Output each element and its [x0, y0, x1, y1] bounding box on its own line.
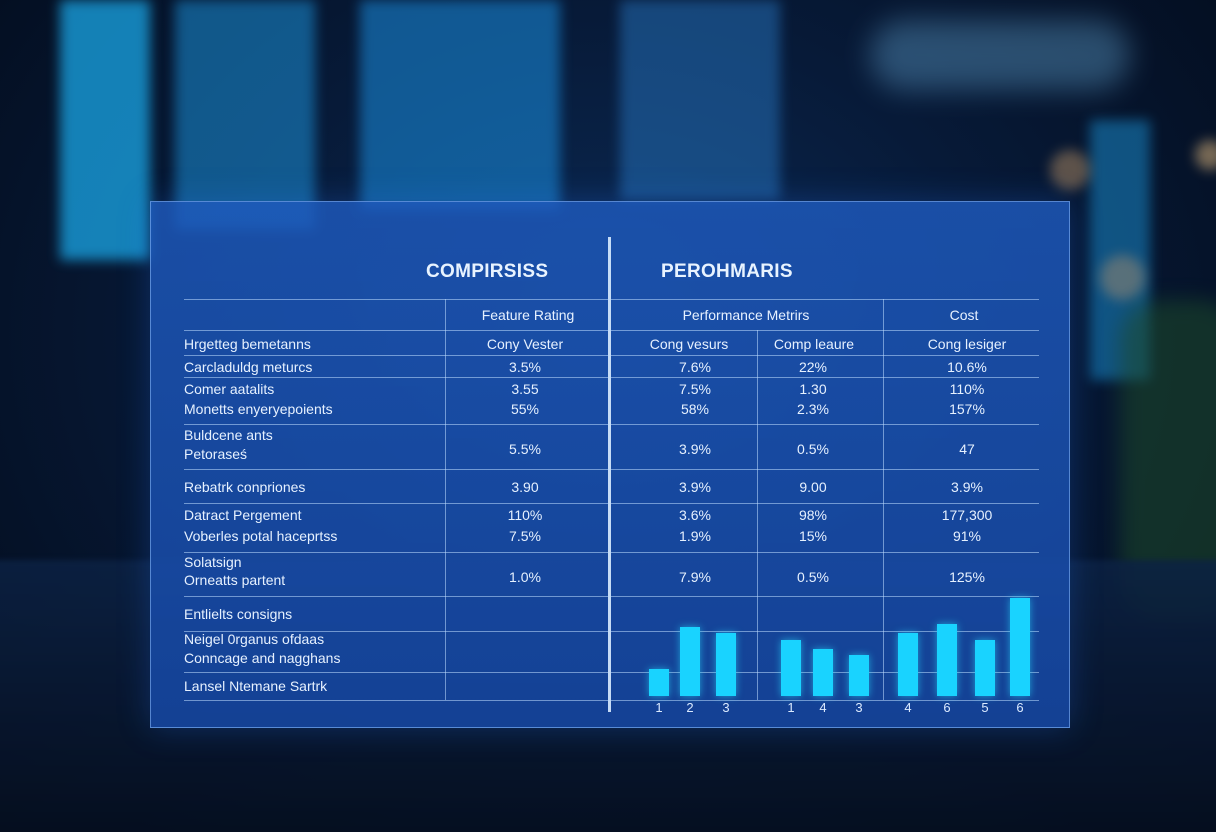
grid-line — [184, 552, 1039, 553]
table-cell: 3.90 — [511, 479, 539, 495]
header-feature-rating: Feature Rating — [481, 307, 575, 323]
row-label: Rebatrk conpriones — [184, 479, 306, 495]
chart-bar — [975, 640, 995, 696]
subheader-col1: Cony Vester — [486, 336, 564, 352]
chart-bar — [813, 649, 833, 696]
table-cell: 3.9% — [679, 479, 711, 495]
table-cell: 55% — [510, 401, 540, 417]
table-cell: 0.5% — [797, 441, 829, 457]
chart-tick-label: 2 — [686, 700, 694, 715]
subheader-col2: Cong vesurs — [649, 336, 729, 352]
table-cell: 0.5% — [797, 569, 829, 585]
header-cost: Cost — [949, 307, 979, 323]
table-cell: 47 — [959, 441, 975, 457]
grid-line — [184, 631, 1039, 632]
grid-line — [184, 377, 1039, 378]
grid-line — [184, 469, 1039, 470]
row-label: Solatsign — [184, 554, 242, 570]
chart-tick-label: 3 — [722, 700, 730, 715]
table-cell: 7.6% — [679, 359, 711, 375]
grid-col-line — [445, 299, 446, 700]
table-cell: 5.5% — [509, 441, 541, 457]
center-divider — [608, 237, 611, 712]
table-cell: 9.00 — [799, 479, 827, 495]
bottom-label: Entlielts consigns — [184, 606, 293, 622]
table-cell: 7.5% — [509, 528, 541, 544]
subheader-col3: Comp leaure — [773, 336, 855, 352]
chart-bar — [849, 655, 869, 696]
table-cell: 157% — [949, 401, 985, 417]
grid-line — [184, 330, 1039, 331]
chart-tick-label: 5 — [981, 700, 989, 715]
chart-bar — [898, 633, 918, 696]
table-cell: 1.9% — [679, 528, 711, 544]
header-performance-metrics: Performance Metrirs — [682, 307, 810, 323]
table-cell: 3.5% — [509, 359, 541, 375]
bottom-label: Conncage and nagghans — [184, 650, 341, 666]
table-cell: 3.6% — [679, 507, 711, 523]
table-cell: 125% — [949, 569, 985, 585]
row-label: Orneatts partent — [184, 572, 286, 588]
chart-bar — [680, 627, 700, 696]
row-label: Comer aatalits — [184, 381, 275, 397]
row-label: Monetts enyeryepoients — [184, 401, 333, 417]
chart-bar — [1010, 598, 1030, 696]
grid-line — [184, 700, 1039, 701]
chart-bar — [937, 624, 957, 696]
table-cell: 3.9% — [951, 479, 983, 495]
table-cell: 3.55 — [511, 381, 539, 397]
table-cell: 10.6% — [947, 359, 987, 375]
table-cell: 2.3% — [797, 401, 829, 417]
row-label: Datract Pergement — [184, 507, 302, 523]
comparison-panel: COMPIRSISS PEROHMARIS Feature Rating Per… — [150, 201, 1070, 728]
table-cell: 110% — [949, 381, 985, 397]
chart-tick-label: 3 — [855, 700, 863, 715]
chart-tick-label: 6 — [1016, 700, 1024, 715]
grid-line — [184, 355, 1039, 356]
table-cell: 7.5% — [679, 381, 711, 397]
table-cell: 110% — [507, 507, 543, 523]
bottom-label: Lansel Ntemane Sartrk — [184, 678, 328, 694]
grid-line — [184, 672, 1039, 673]
grid-line — [184, 503, 1039, 504]
subheader-col4: Cong lesiger — [927, 336, 1007, 352]
chart-tick-label: 4 — [819, 700, 827, 715]
grid-col-line — [883, 299, 884, 700]
subheader-label: Hrgetteg bemetanns — [184, 336, 311, 352]
chart-tick-label: 1 — [787, 700, 795, 715]
table-cell: 177,300 — [941, 507, 993, 523]
chart-tick-label: 6 — [943, 700, 951, 715]
chart-bar — [649, 669, 669, 696]
table-cell: 15% — [798, 528, 828, 544]
row-label: Carcladuldg meturcs — [184, 359, 313, 375]
grid-line — [184, 424, 1039, 425]
chart-tick-label: 1 — [655, 700, 663, 715]
table-cell: 22% — [798, 359, 828, 375]
table-cell: 91% — [952, 528, 982, 544]
panel-title-left: COMPIRSISS — [426, 261, 549, 282]
table-cell: 58% — [680, 401, 710, 417]
table-cell: 98% — [798, 507, 828, 523]
bottom-label: Neigel 0rganus ofdaas — [184, 631, 325, 647]
chart-bar — [781, 640, 801, 696]
table-cell: 1.30 — [799, 381, 827, 397]
chart-bar — [716, 633, 736, 696]
row-label: Buldcene ants — [184, 427, 273, 443]
table-cell: 1.0% — [509, 569, 541, 585]
table-cell: 7.9% — [679, 569, 711, 585]
grid-line — [184, 596, 1039, 597]
grid-line — [184, 299, 1039, 300]
grid-col-line — [757, 330, 758, 700]
table-cell: 3.9% — [679, 441, 711, 457]
chart-tick-label: 4 — [904, 700, 912, 715]
row-label: Petoraseś — [184, 446, 248, 462]
row-label: Voberles potal haceprtss — [184, 528, 338, 544]
panel-title-right: PEROHMARIS — [661, 261, 793, 282]
